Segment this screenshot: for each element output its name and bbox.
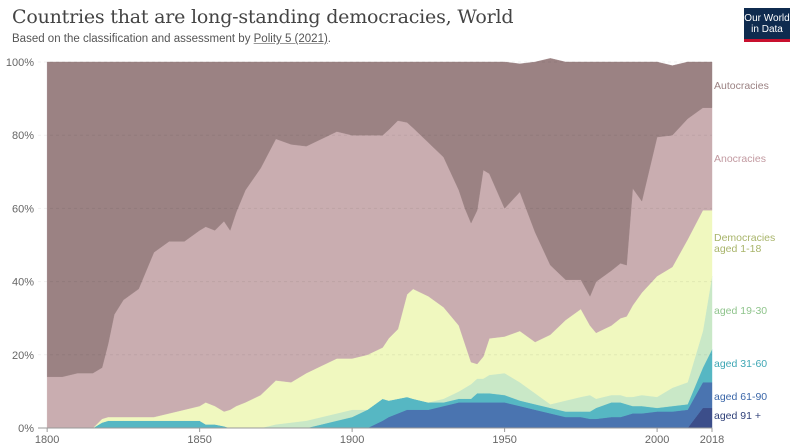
chart-subtitle: Based on the classification and assessme… [12,33,331,45]
area-autocracies [46,58,713,377]
y-tick-label: 100% [6,57,34,69]
series-label-aged-19-30: aged 19-30 [714,305,767,317]
logo-line-2: in Data [751,24,783,35]
x-tick-label: 1950 [492,434,516,446]
y-tick-label: 80% [12,130,34,142]
subtitle-text: Based on the classification and assessme… [12,33,254,45]
series-label-aged-61-90: aged 61-90 [714,391,767,403]
y-tick-label: 60% [12,203,34,215]
x-tick-label: 1800 [35,434,59,446]
x-tick-label: 2018 [700,434,724,446]
series-label-aged-91: aged 91 + [714,410,761,422]
subtitle-end: . [327,33,331,45]
y-tick-label: 0% [18,423,34,435]
chart-title: Countries that are long-standing democra… [12,6,514,28]
y-tick-label: 40% [12,277,34,289]
series-label-autocracies: Autocracies [714,80,769,92]
x-tick-label: 2000 [645,434,669,446]
series-label-anocracies: Anocracies [714,153,766,165]
series-label-aged-31-60: aged 31-60 [714,358,767,370]
x-tick-label: 1850 [187,434,211,446]
owid-logo[interactable]: Our World in Data [744,8,790,42]
series-label-democracies: Democracies [714,232,775,244]
logo-line-1: Our World [744,13,790,24]
y-tick-label: 20% [12,350,34,362]
source-link[interactable]: Polity 5 (2021) [253,33,328,45]
x-tick-label: 1900 [340,434,364,446]
series-label-aged-1-18: aged 1-18 [714,243,761,255]
